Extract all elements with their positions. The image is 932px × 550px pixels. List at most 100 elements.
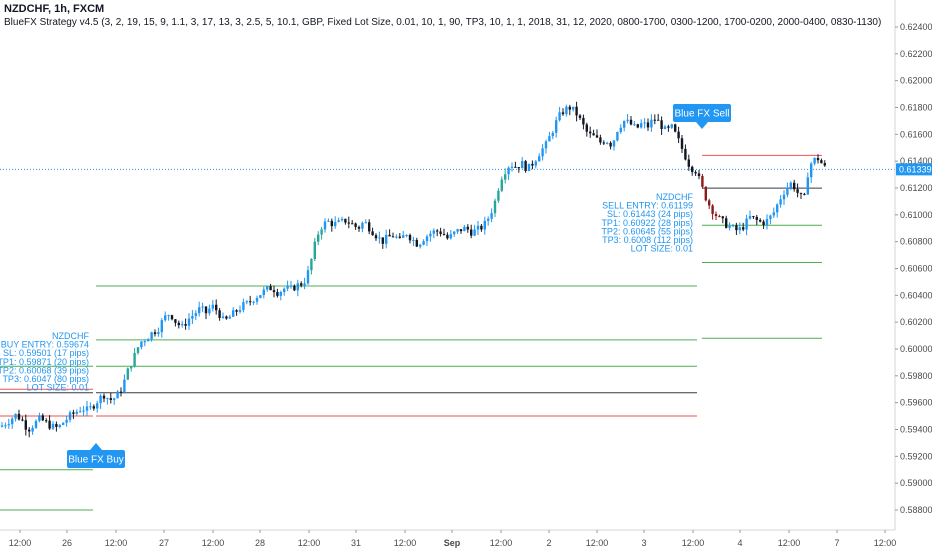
trade-info-line: SELL ENTRY: 0.61199 xyxy=(602,201,693,211)
candle-body xyxy=(759,219,762,222)
signal-buy[interactable]: Blue FX Buy xyxy=(67,443,125,468)
candle-body xyxy=(208,308,211,314)
x-tick-label: 3 xyxy=(641,538,646,548)
candle-body xyxy=(718,215,721,217)
x-tick-label: 12:00 xyxy=(105,538,128,548)
candle-body xyxy=(436,230,439,232)
strategy-legend[interactable]: BlueFX Strategy v4.5 (3, 2, 19, 15, 9, 1… xyxy=(4,17,882,28)
current-price-tag xyxy=(896,163,932,176)
candle-body xyxy=(347,222,350,224)
candle-body xyxy=(255,298,259,302)
x-tick-label: 4 xyxy=(737,538,742,548)
candle-body xyxy=(289,285,293,287)
candle-body xyxy=(374,235,378,239)
candle-body xyxy=(439,231,442,234)
candle-body xyxy=(538,156,541,162)
candle-body xyxy=(619,127,622,132)
candle-body xyxy=(92,406,95,409)
candle-body xyxy=(283,288,286,293)
candle-body xyxy=(629,119,633,125)
candle-body xyxy=(204,306,208,314)
candle-body xyxy=(11,418,14,425)
candle-body xyxy=(0,425,4,427)
candle-body xyxy=(79,411,82,413)
candle-body xyxy=(663,126,667,130)
candle-body xyxy=(143,341,146,343)
candle-body xyxy=(371,231,374,236)
candle-body xyxy=(820,160,823,164)
candle-body xyxy=(572,106,575,110)
candle-body xyxy=(113,398,116,400)
candle-body xyxy=(677,131,680,139)
candle-body xyxy=(449,234,452,239)
candle-body xyxy=(317,234,320,242)
trade-info-line: SL: 0.61443 (24 pips) xyxy=(607,209,693,219)
y-tick-label: 0.60400 xyxy=(900,290,932,300)
candle-body xyxy=(429,233,432,237)
candle-body xyxy=(344,218,347,223)
candle-body xyxy=(704,186,707,201)
candle-body xyxy=(466,226,469,230)
candle-body xyxy=(17,413,21,420)
candle-body xyxy=(327,220,330,222)
candle-body xyxy=(184,323,187,326)
candle-body xyxy=(606,142,609,144)
candle-body xyxy=(225,316,228,319)
candle-body xyxy=(592,133,595,136)
candle-body xyxy=(381,237,384,244)
candle-body xyxy=(89,406,92,408)
y-tick-label: 0.60000 xyxy=(900,344,932,354)
candle-body xyxy=(694,172,697,174)
y-tick-label: 0.61600 xyxy=(900,129,932,139)
x-tick-label: 12:00 xyxy=(298,538,321,548)
candle-body xyxy=(82,410,85,412)
y-tick-label: 0.59600 xyxy=(900,398,932,408)
candle-body xyxy=(745,218,748,230)
y-tick-label: 0.60200 xyxy=(900,317,932,327)
candle-body xyxy=(238,310,242,312)
candle-body xyxy=(160,320,163,333)
x-tick-label: 31 xyxy=(351,538,361,548)
candle-body xyxy=(378,237,381,239)
candle-body xyxy=(623,120,626,128)
candle-body xyxy=(323,221,327,230)
trade-info-line: TP3: 0.6008 (112 pips) xyxy=(602,235,693,245)
candle-body xyxy=(697,173,701,177)
candle-body xyxy=(748,216,752,219)
candle-body xyxy=(245,301,248,303)
candle-body xyxy=(742,227,745,230)
candle-body xyxy=(130,366,133,369)
candle-body xyxy=(232,310,235,317)
candle-body xyxy=(422,241,425,245)
candle-body xyxy=(395,236,398,238)
signal-sell[interactable]: Blue FX Sell xyxy=(673,104,731,129)
candle-body xyxy=(789,182,792,188)
candle-body xyxy=(643,122,646,124)
candle-body xyxy=(300,283,303,286)
trade-info-line: LOT SIZE: 0.01 xyxy=(631,244,693,254)
candle-body xyxy=(674,124,677,132)
candle-body xyxy=(330,220,333,227)
candle-body xyxy=(296,283,299,291)
trade-info-line: BUY ENTRY: 0.59674 xyxy=(1,340,89,350)
candle-body xyxy=(194,313,197,316)
candle-body xyxy=(72,412,75,414)
trade-info-line: TP1: 0.60922 (28 pips) xyxy=(601,218,693,228)
x-tick-label: 12:00 xyxy=(682,538,705,548)
candle-body xyxy=(170,315,174,320)
candle-body xyxy=(388,234,391,237)
candle-body xyxy=(483,220,486,230)
x-tick-label: 2 xyxy=(546,538,551,548)
signal-arrow xyxy=(90,443,102,450)
candle-body xyxy=(391,236,395,238)
candle-body xyxy=(660,120,663,130)
signal-box xyxy=(673,104,731,122)
x-tick-label: 28 xyxy=(255,538,265,548)
candle-body xyxy=(650,119,653,128)
signal-box xyxy=(67,450,125,468)
candle-body xyxy=(558,112,561,121)
candle-body xyxy=(687,159,690,167)
candle-body xyxy=(211,304,214,309)
candle-body xyxy=(459,229,463,232)
